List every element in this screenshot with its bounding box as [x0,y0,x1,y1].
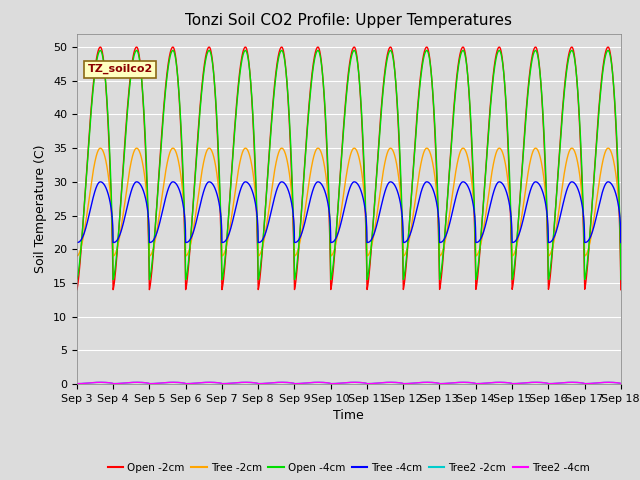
Y-axis label: Soil Temperature (C): Soil Temperature (C) [35,144,47,273]
Tree2 -4cm [604,379,612,385]
Open -4cm [282,63,289,69]
Tree2 -2cm [607,380,614,385]
Tree2 -2cm [305,380,313,385]
Tree2 -4cm [305,380,313,385]
Tree -4cm [73,240,81,245]
Tree -4cm [548,239,556,244]
Tree2 -2cm [282,380,289,385]
Open -2cm [548,260,556,266]
Tree -4cm [604,179,612,185]
Tree -2cm [548,248,556,254]
Tree -2cm [305,180,313,185]
Tree2 -4cm [607,380,614,385]
Open -4cm [604,48,612,53]
Tree2 -2cm [135,380,143,385]
Open -2cm [604,44,612,50]
Tree2 -4cm [135,380,143,385]
Open -4cm [73,276,81,282]
Tree -2cm [167,147,175,153]
Open -2cm [73,287,81,292]
Tree -4cm [617,240,625,245]
Tree2 -4cm [617,381,625,386]
Open -4cm [548,255,556,261]
Line: Tree -2cm: Tree -2cm [77,148,621,256]
Tree2 -2cm [73,381,81,386]
Line: Open -2cm: Open -2cm [77,47,621,289]
Tree -2cm [135,147,143,153]
Tree -2cm [617,253,625,259]
Tree -2cm [607,147,614,153]
Tree2 -2cm [167,380,175,385]
Tree -2cm [282,151,289,157]
Line: Tree2 -2cm: Tree2 -2cm [77,382,621,384]
Tree2 -4cm [167,380,175,385]
Open -4cm [617,276,625,282]
Line: Tree -4cm: Tree -4cm [77,182,621,242]
Title: Tonzi Soil CO2 Profile: Upper Temperatures: Tonzi Soil CO2 Profile: Upper Temperatur… [186,13,512,28]
Text: TZ_soilco2: TZ_soilco2 [88,64,153,74]
Open -4cm [607,53,614,59]
Tree2 -4cm [282,380,289,385]
Tree -4cm [282,181,289,187]
Open -2cm [607,50,614,56]
X-axis label: Time: Time [333,409,364,422]
Open -2cm [617,287,625,292]
Line: Tree2 -4cm: Tree2 -4cm [77,382,621,384]
Tree -2cm [604,145,612,151]
Tree2 -4cm [73,381,81,386]
Tree2 -2cm [604,379,612,385]
Open -2cm [305,102,313,108]
Tree -4cm [305,202,313,208]
Legend: Open -2cm, Tree -2cm, Open -4cm, Tree -4cm, Tree2 -2cm, Tree2 -4cm: Open -2cm, Tree -2cm, Open -4cm, Tree -4… [104,458,594,477]
Open -2cm [282,62,289,68]
Open -2cm [167,47,175,52]
Tree -2cm [73,253,81,259]
Open -2cm [135,50,143,56]
Open -4cm [305,106,313,112]
Tree -4cm [607,180,614,186]
Open -4cm [167,50,175,56]
Open -4cm [135,53,143,59]
Tree2 -4cm [548,381,556,386]
Line: Open -4cm: Open -4cm [77,50,621,279]
Tree -4cm [135,180,143,186]
Tree -4cm [167,180,175,186]
Tree2 -2cm [548,381,556,386]
Tree2 -2cm [617,381,625,386]
